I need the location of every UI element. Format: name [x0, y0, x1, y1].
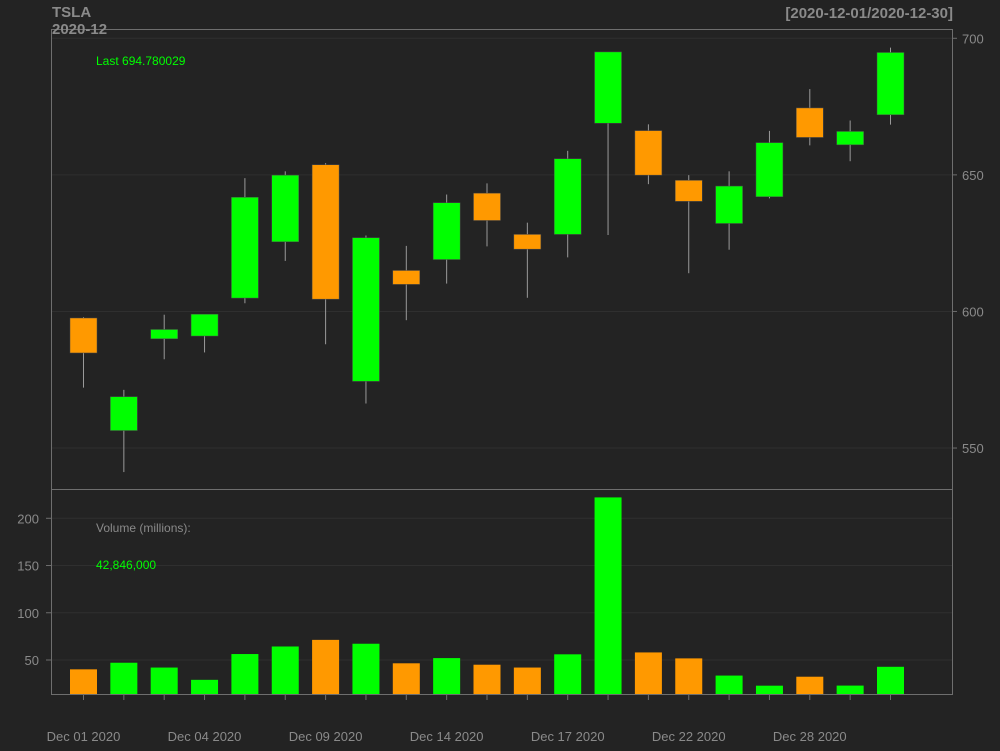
candle-body-down [473, 192, 501, 221]
price-axis: 550 600 650 700 [952, 31, 984, 456]
panel-frames [51, 29, 953, 695]
candlestick-series [69, 47, 905, 473]
volume-bar [191, 679, 219, 694]
volume-bar [150, 667, 178, 694]
price-tick-label: 600 [962, 304, 984, 319]
volume-bar [110, 662, 138, 694]
candle-body-down [311, 164, 340, 300]
volume-bar [634, 652, 662, 694]
price-tick-label: 650 [962, 168, 984, 183]
date-tick-label: Dec 17 2020 [531, 729, 605, 744]
date-range-label: [2020-12-01/2020-12-30] [785, 5, 953, 22]
date-tick-label: Dec 09 2020 [289, 729, 363, 744]
price-panel-frame [51, 29, 953, 490]
volume-bar [352, 643, 380, 694]
volume-bar [513, 667, 541, 694]
date-tick-label: Dec 28 2020 [773, 729, 847, 744]
price-tick-label: 550 [962, 441, 984, 456]
volume-bar [796, 676, 824, 694]
volume-bar [594, 497, 622, 694]
candle-body-up [553, 158, 582, 235]
volume-tick-label: 150 [17, 559, 39, 574]
candle-body-up [110, 396, 138, 431]
volume-bar [473, 664, 501, 694]
candle-body-down [392, 270, 421, 285]
volume-bar [312, 639, 340, 694]
volume-bar [675, 658, 703, 694]
date-tick-label: Dec 01 2020 [47, 729, 121, 744]
candle-body-up [352, 237, 380, 382]
volume-bar [70, 669, 97, 694]
volume-bar [392, 663, 420, 694]
volume-tick-label: 200 [17, 511, 39, 526]
candle-body-down [69, 317, 98, 354]
date-tick-label: Dec 22 2020 [652, 729, 726, 744]
volume-bar [231, 654, 259, 694]
candle-body-up [231, 197, 259, 299]
candle-body-up [150, 329, 178, 340]
candle-body-up [432, 202, 461, 260]
volume-title: Volume (millions): [96, 521, 191, 535]
last-price-label: Last 694.780029 [96, 54, 186, 68]
volume-bar [554, 654, 582, 694]
candle-body-down [796, 107, 824, 138]
volume-bar [433, 658, 461, 694]
symbol-title: TSLA [52, 4, 92, 21]
volume-bar [755, 685, 783, 694]
candle-body-up [271, 174, 299, 243]
candle-body-down [513, 234, 542, 250]
candle-body-up [755, 142, 784, 197]
volume-tick-label: 100 [17, 606, 39, 621]
grid-lines [51, 37, 952, 661]
volume-bar [715, 675, 743, 694]
date-tick-label: Dec 04 2020 [168, 729, 242, 744]
period-subtitle: 2020-12 [52, 21, 108, 38]
volume-bar [836, 685, 864, 694]
volume-series [70, 497, 904, 694]
volume-bar [271, 646, 299, 694]
volume-axis: 50 100 150 200 [17, 511, 51, 668]
candle-body-down [675, 180, 703, 202]
candle-body-down [634, 130, 663, 176]
volume-bar [877, 666, 904, 694]
volume-last-value: 42,846,000 [96, 558, 157, 572]
date-tick-label: Dec 14 2020 [410, 729, 484, 744]
candle-body-up [836, 131, 864, 146]
candle-body-up [715, 185, 743, 224]
date-axis: Dec 01 2020 Dec 04 2020 Dec 09 2020 Dec 14 … [47, 694, 891, 744]
candle-body-up [594, 51, 622, 124]
price-tick-label: 700 [962, 31, 984, 46]
candle-body-up [876, 52, 905, 116]
volume-panel-frame [51, 489, 953, 695]
volume-tick-label: 50 [25, 653, 39, 668]
candle-body-up [190, 313, 219, 337]
